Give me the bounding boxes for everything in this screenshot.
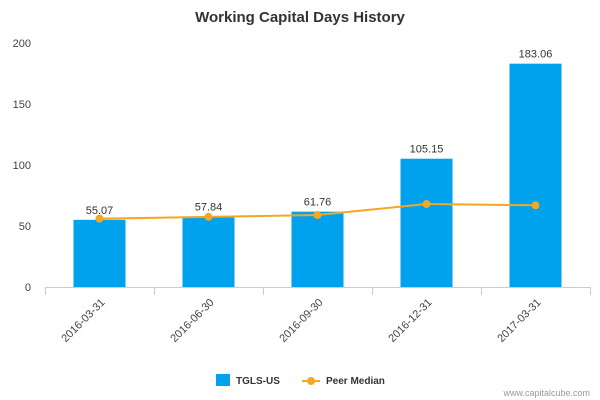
peer-median-series [95, 200, 540, 223]
chart-title: Working Capital Days History [195, 9, 405, 26]
bar [400, 158, 453, 287]
bar [291, 211, 344, 287]
peer-median-point [204, 212, 213, 221]
bar-data-label: 183.06 [519, 49, 553, 61]
peer-median-point [95, 214, 104, 223]
legend-label-tgls: TGLS-US [236, 376, 280, 387]
bar-data-label: 61.76 [304, 197, 332, 209]
bar [182, 216, 235, 287]
credit-text: www.capitalcube.com [502, 388, 590, 398]
bar-data-label: 55.07 [86, 205, 114, 217]
y-tick-label: 0 [25, 282, 31, 294]
y-tick-label: 50 [19, 221, 31, 233]
legend-swatch-tgls [216, 374, 230, 386]
legend-label-peer: Peer Median [326, 376, 385, 387]
bar-data-labels: 55.07 57.84 61.76 105.15 183.06 [86, 49, 553, 217]
x-tick-label: 2016-06-30 [168, 297, 216, 345]
x-tick-label: 2017-03-31 [495, 297, 543, 345]
x-tick-label: 2016-12-31 [386, 297, 434, 345]
y-tick-label: 200 [13, 38, 31, 50]
y-tick-label: 150 [13, 99, 31, 111]
legend-swatch-peer-marker [307, 377, 315, 385]
peer-median-point [313, 211, 322, 220]
peer-median-point [422, 200, 431, 209]
legend: TGLS-US Peer Median [216, 374, 385, 387]
x-tick-label: 2016-09-30 [277, 297, 325, 345]
bar [509, 63, 562, 287]
peer-median-point [531, 201, 540, 210]
y-tick-label: 100 [13, 160, 31, 172]
bar-data-label: 57.84 [195, 201, 223, 213]
x-tick-label: 2016-03-31 [59, 297, 107, 345]
bar [73, 219, 126, 287]
bar-series [73, 63, 562, 287]
y-axis: 0 50 100 150 200 [13, 38, 31, 294]
bar-data-label: 105.15 [410, 144, 444, 156]
x-axis: 2016-03-31 2016-06-30 2016-09-30 2016-12-31… [45, 287, 591, 345]
